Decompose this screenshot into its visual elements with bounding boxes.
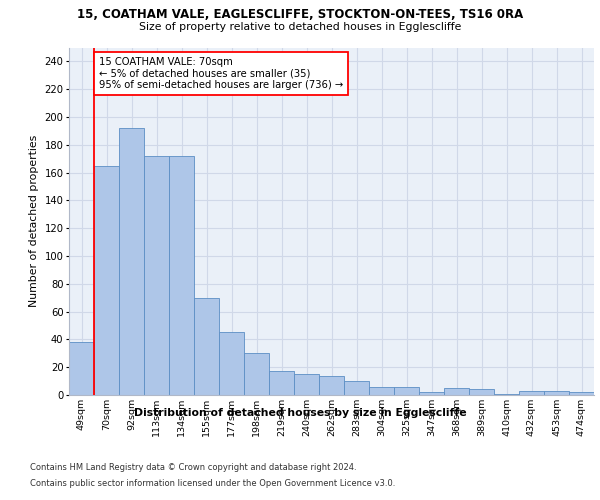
Bar (244, 354, 269, 395)
Text: 15, COATHAM VALE, EAGLESCLIFFE, STOCKTON-ON-TEES, TS16 0RA: 15, COATHAM VALE, EAGLESCLIFFE, STOCKTON… (77, 8, 523, 20)
Bar (269, 372, 294, 395)
Text: 15 COATHAM VALE: 70sqm
← 5% of detached houses are smaller (35)
95% of semi-deta: 15 COATHAM VALE: 70sqm ← 5% of detached … (99, 57, 343, 90)
Bar (469, 390, 494, 395)
Bar (294, 374, 319, 395)
Bar (94, 166, 119, 395)
Bar (144, 156, 169, 395)
Bar (219, 332, 244, 395)
Text: Size of property relative to detached houses in Egglescliffe: Size of property relative to detached ho… (139, 22, 461, 32)
Bar (494, 394, 519, 395)
Bar (569, 392, 594, 395)
Text: Contains HM Land Registry data © Crown copyright and database right 2024.: Contains HM Land Registry data © Crown c… (30, 462, 356, 471)
Bar (419, 392, 444, 395)
Text: Distribution of detached houses by size in Egglescliffe: Distribution of detached houses by size … (134, 408, 466, 418)
Bar (119, 128, 144, 395)
Y-axis label: Number of detached properties: Number of detached properties (29, 135, 39, 308)
Bar (544, 391, 569, 395)
Bar (69, 342, 94, 395)
Bar (519, 391, 544, 395)
Bar (369, 386, 394, 395)
Bar (194, 298, 219, 395)
Bar (169, 156, 194, 395)
Bar (319, 376, 344, 395)
Bar (444, 388, 469, 395)
Bar (394, 386, 419, 395)
Text: Contains public sector information licensed under the Open Government Licence v3: Contains public sector information licen… (30, 479, 395, 488)
Bar (344, 381, 369, 395)
